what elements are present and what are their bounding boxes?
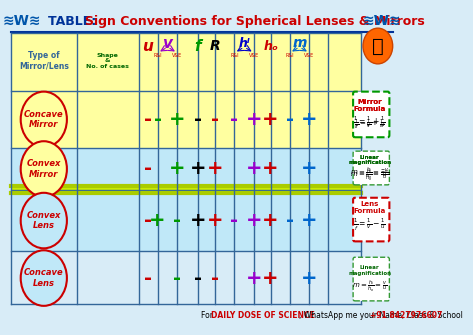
Text: R&I: R&I — [153, 54, 162, 58]
Text: TABLE:: TABLE: — [48, 15, 101, 28]
Bar — [11, 190, 361, 251]
Circle shape — [21, 250, 67, 306]
Text: R&I: R&I — [285, 54, 294, 58]
Text: -: - — [194, 110, 202, 129]
Text: V&E: V&E — [172, 54, 183, 58]
FancyBboxPatch shape — [353, 92, 389, 137]
Text: +: + — [246, 211, 263, 230]
Text: +: + — [190, 211, 206, 230]
Circle shape — [363, 28, 393, 64]
Text: +: + — [263, 110, 279, 129]
Text: +91 8427976607: +91 8427976607 — [369, 311, 442, 320]
Text: , WhatsApp me your Name, Class & School: , WhatsApp me your Name, Class & School — [299, 311, 466, 320]
Text: +: + — [263, 269, 279, 287]
Text: +: + — [263, 159, 279, 179]
Text: +: + — [301, 269, 318, 287]
Text: $\frac{1}{f}=\frac{1}{v}+\frac{1}{u}$: $\frac{1}{f}=\frac{1}{v}+\frac{1}{u}$ — [354, 118, 385, 132]
Text: R: R — [210, 39, 221, 53]
Text: +: + — [263, 211, 279, 230]
Text: -: - — [230, 110, 238, 129]
Text: u: u — [142, 39, 153, 54]
Text: V&E: V&E — [304, 54, 315, 58]
Text: Type of
Mirror/Lens: Type of Mirror/Lens — [19, 51, 69, 71]
Text: -: - — [144, 159, 152, 179]
Text: hₒ: hₒ — [263, 40, 278, 53]
Text: -: - — [194, 269, 202, 287]
Circle shape — [21, 193, 67, 248]
Text: $m=\frac{h_i}{h_o}=\frac{-v}{u}$: $m=\frac{h_i}{h_o}=\frac{-v}{u}$ — [350, 165, 389, 181]
Text: +: + — [301, 159, 318, 179]
Text: Convex
Lens: Convex Lens — [26, 211, 61, 230]
Text: +: + — [169, 110, 186, 129]
Text: -: - — [174, 211, 182, 230]
Text: $m=\frac{h_i}{h_o}=\frac{-v}{u}$: $m=\frac{h_i}{h_o}=\frac{-v}{u}$ — [350, 167, 389, 183]
Text: -: - — [230, 211, 238, 230]
Text: +: + — [301, 211, 318, 230]
Text: Linear
magnification: Linear magnification — [348, 155, 391, 165]
Text: -: - — [286, 211, 294, 230]
Circle shape — [21, 92, 67, 147]
Text: For: For — [201, 311, 215, 320]
Text: Concave
Lens: Concave Lens — [24, 268, 63, 288]
Text: Sign Conventions for Spherical Lenses & Mirrors: Sign Conventions for Spherical Lenses & … — [85, 15, 425, 28]
FancyBboxPatch shape — [353, 257, 389, 301]
Text: +: + — [246, 110, 263, 129]
Text: +: + — [169, 159, 186, 179]
Text: R&I: R&I — [230, 54, 239, 58]
Text: -: - — [211, 110, 219, 129]
Text: Mirror
Formula: Mirror Formula — [353, 99, 385, 112]
Text: $\frac{1}{f}=\frac{1}{v}+\frac{1}{u}$: $\frac{1}{f}=\frac{1}{v}+\frac{1}{u}$ — [353, 115, 386, 131]
Text: Linear
magnification: Linear magnification — [348, 265, 391, 276]
Text: -: - — [211, 269, 219, 287]
Text: Lens
Formula: Lens Formula — [353, 201, 385, 214]
Text: -: - — [174, 269, 182, 287]
Text: f: f — [195, 39, 201, 54]
Text: hᴵ: hᴵ — [238, 37, 250, 50]
Text: +: + — [246, 269, 263, 287]
Text: m: m — [292, 36, 307, 50]
Circle shape — [21, 141, 67, 197]
Text: -: - — [286, 110, 294, 129]
Text: +: + — [207, 211, 224, 230]
Text: 👨: 👨 — [372, 37, 384, 56]
Text: +: + — [149, 211, 166, 230]
Text: Mirror
Formula: Mirror Formula — [353, 99, 385, 112]
Text: +: + — [301, 110, 318, 129]
Text: -: - — [144, 110, 152, 129]
Text: +: + — [190, 159, 206, 179]
Text: $\frac{1}{f}=\frac{1}{v}-\frac{1}{u}$: $\frac{1}{f}=\frac{1}{v}-\frac{1}{u}$ — [353, 216, 386, 232]
Text: -: - — [144, 211, 152, 230]
Text: Convex
Mirror: Convex Mirror — [26, 159, 61, 179]
Text: ≋W≋: ≋W≋ — [363, 14, 401, 28]
FancyBboxPatch shape — [353, 151, 389, 185]
Text: $m=\frac{h_i}{h_o}=\frac{v}{u}$: $m=\frac{h_i}{h_o}=\frac{v}{u}$ — [352, 278, 387, 294]
Text: Shape
&
No. of cases: Shape & No. of cases — [86, 53, 129, 69]
Text: +: + — [207, 159, 224, 179]
Text: +: + — [246, 159, 263, 179]
FancyBboxPatch shape — [353, 198, 389, 242]
Text: V&E: V&E — [249, 54, 259, 58]
Bar — [11, 148, 361, 190]
Text: -: - — [154, 110, 162, 129]
Text: -: - — [144, 269, 152, 287]
Text: v: v — [163, 36, 173, 51]
Text: ≋W≋: ≋W≋ — [2, 14, 41, 28]
Text: Concave
Mirror: Concave Mirror — [24, 110, 63, 129]
Text: DAILY DOSE OF SCIENCE: DAILY DOSE OF SCIENCE — [211, 311, 315, 320]
Bar — [11, 33, 361, 91]
Text: Linear
magnification: Linear magnification — [348, 155, 391, 165]
Bar — [11, 91, 361, 148]
Bar — [11, 186, 361, 190]
Bar — [11, 190, 361, 194]
